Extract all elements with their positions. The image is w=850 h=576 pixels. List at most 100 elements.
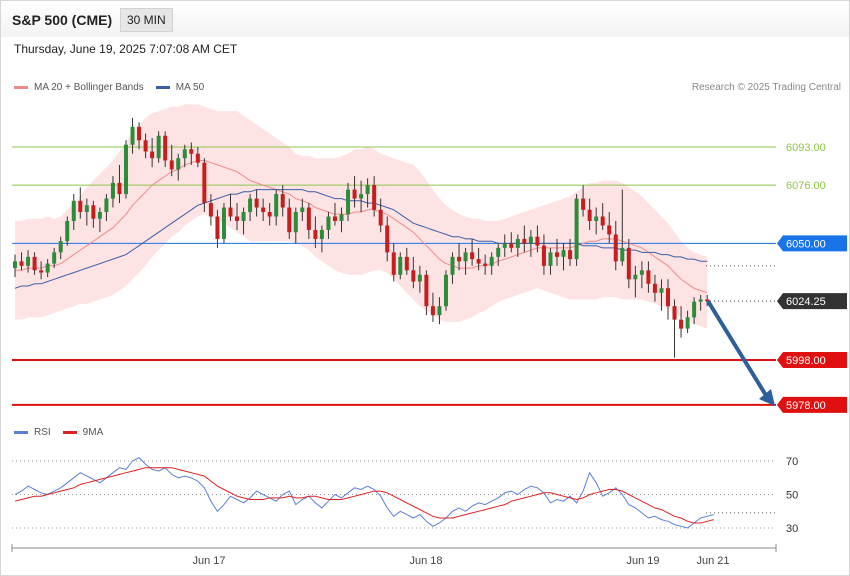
timeframe-badge[interactable]: 30 MIN (120, 8, 173, 32)
level-label: 5998.00 (786, 355, 826, 367)
candle-body (137, 126, 142, 141)
candle-body (698, 299, 703, 302)
candle-body (437, 306, 442, 316)
candle-body (639, 270, 644, 275)
x-tick-label: Jun 17 (192, 555, 225, 567)
legend-label-rsi-ma: 9MA (82, 427, 104, 438)
candle-body (679, 319, 684, 329)
candle-body (489, 256, 494, 266)
candle-body (509, 243, 514, 248)
instrument-title: S&P 500 (CME) (12, 12, 113, 28)
candle-body (424, 274, 429, 307)
level-label: 6024.25 (786, 296, 826, 308)
x-tick-label: Jun 21 (696, 555, 729, 567)
legend-item-ma20: MA 20 + Bollinger Bands (14, 82, 144, 93)
candle-body (280, 194, 285, 208)
candle-body (581, 198, 586, 210)
candle-body (554, 252, 559, 257)
candle-body (470, 252, 475, 260)
candle-body (561, 250, 566, 257)
candle-body (19, 261, 24, 266)
forecast-arrow-head (759, 389, 775, 406)
level-label: 6076.00 (786, 180, 826, 192)
legend-item-rsi: RSI (14, 427, 51, 438)
candle-body (483, 263, 488, 266)
legend-label-ma20: MA 20 + Bollinger Bands (34, 82, 144, 93)
main-legend: MA 20 + Bollinger Bands MA 50 (14, 82, 216, 93)
legend-label-ma50: MA 50 (175, 82, 205, 93)
rsi-line (14, 456, 714, 529)
candle-body (339, 214, 344, 221)
candle-body (195, 153, 200, 163)
candle-body (45, 263, 50, 273)
candle-body (672, 306, 677, 320)
candle-body (52, 252, 57, 264)
forecast-arrow (706, 300, 769, 399)
candle-body (430, 306, 435, 316)
rsi-legend: RSI 9MA (14, 427, 115, 438)
candle-body (607, 225, 612, 235)
candle-body (176, 158, 181, 170)
candle-body (620, 247, 625, 262)
research-credit: Research © 2025 Trading Central (691, 82, 841, 93)
candle-body (541, 245, 546, 266)
candle-body (65, 220, 70, 242)
candle-body (652, 283, 657, 293)
candle-body (332, 216, 337, 221)
candle-body (293, 212, 298, 233)
candle-body (261, 207, 266, 213)
candle-body (104, 198, 109, 213)
level-label: 6093.00 (786, 142, 826, 154)
candle-body (156, 135, 161, 159)
candle-body (450, 256, 455, 275)
legend-item-rsi-ma: 9MA (62, 427, 104, 438)
candle-body (705, 299, 710, 302)
candle-body (352, 189, 357, 199)
candle-body (97, 212, 102, 219)
candle-body (267, 212, 272, 217)
candle-body (228, 207, 233, 217)
candle-body (404, 256, 409, 271)
candle-body (443, 274, 448, 307)
timestamp: Thursday, June 19, 2025 7:07:08 AM CET (14, 42, 238, 56)
candle-body (326, 216, 331, 230)
candle-body (613, 234, 618, 262)
legend-label-rsi: RSI (34, 427, 51, 438)
candle-body (476, 259, 481, 264)
rsi-ma-swatch (62, 431, 77, 434)
candle-body (110, 182, 115, 199)
candle-body (221, 207, 226, 239)
candle-body (502, 243, 507, 248)
candle-body (91, 205, 96, 219)
candle-body (182, 149, 187, 159)
candle-body (13, 261, 17, 269)
candle-body (150, 151, 155, 159)
candle-body (372, 185, 377, 210)
candle-body (385, 225, 390, 253)
candle-body (391, 252, 396, 275)
rsi-tick-label: 30 (786, 523, 798, 535)
x-tick-label: Jun 18 (409, 555, 442, 567)
candle-body (208, 203, 213, 217)
candle-body (666, 288, 670, 307)
candle-body (692, 301, 697, 318)
candle-body (124, 144, 129, 195)
candle-body (313, 229, 318, 239)
candle-body (568, 250, 573, 260)
candle-body (496, 247, 501, 257)
candle-body (646, 270, 651, 284)
rsi-ma-line (14, 467, 714, 524)
candle-body (346, 189, 351, 215)
candles-group (13, 117, 710, 358)
candle-body (130, 126, 135, 145)
candle-body (274, 194, 279, 217)
candle-body (169, 160, 174, 170)
candle-body (574, 198, 579, 260)
candle-body (378, 209, 383, 226)
ma20-swatch (14, 86, 28, 89)
candle-body (319, 229, 324, 239)
candle-body (398, 256, 403, 275)
legend-item-ma50: MA 50 (155, 82, 205, 93)
candle-body (600, 216, 605, 226)
